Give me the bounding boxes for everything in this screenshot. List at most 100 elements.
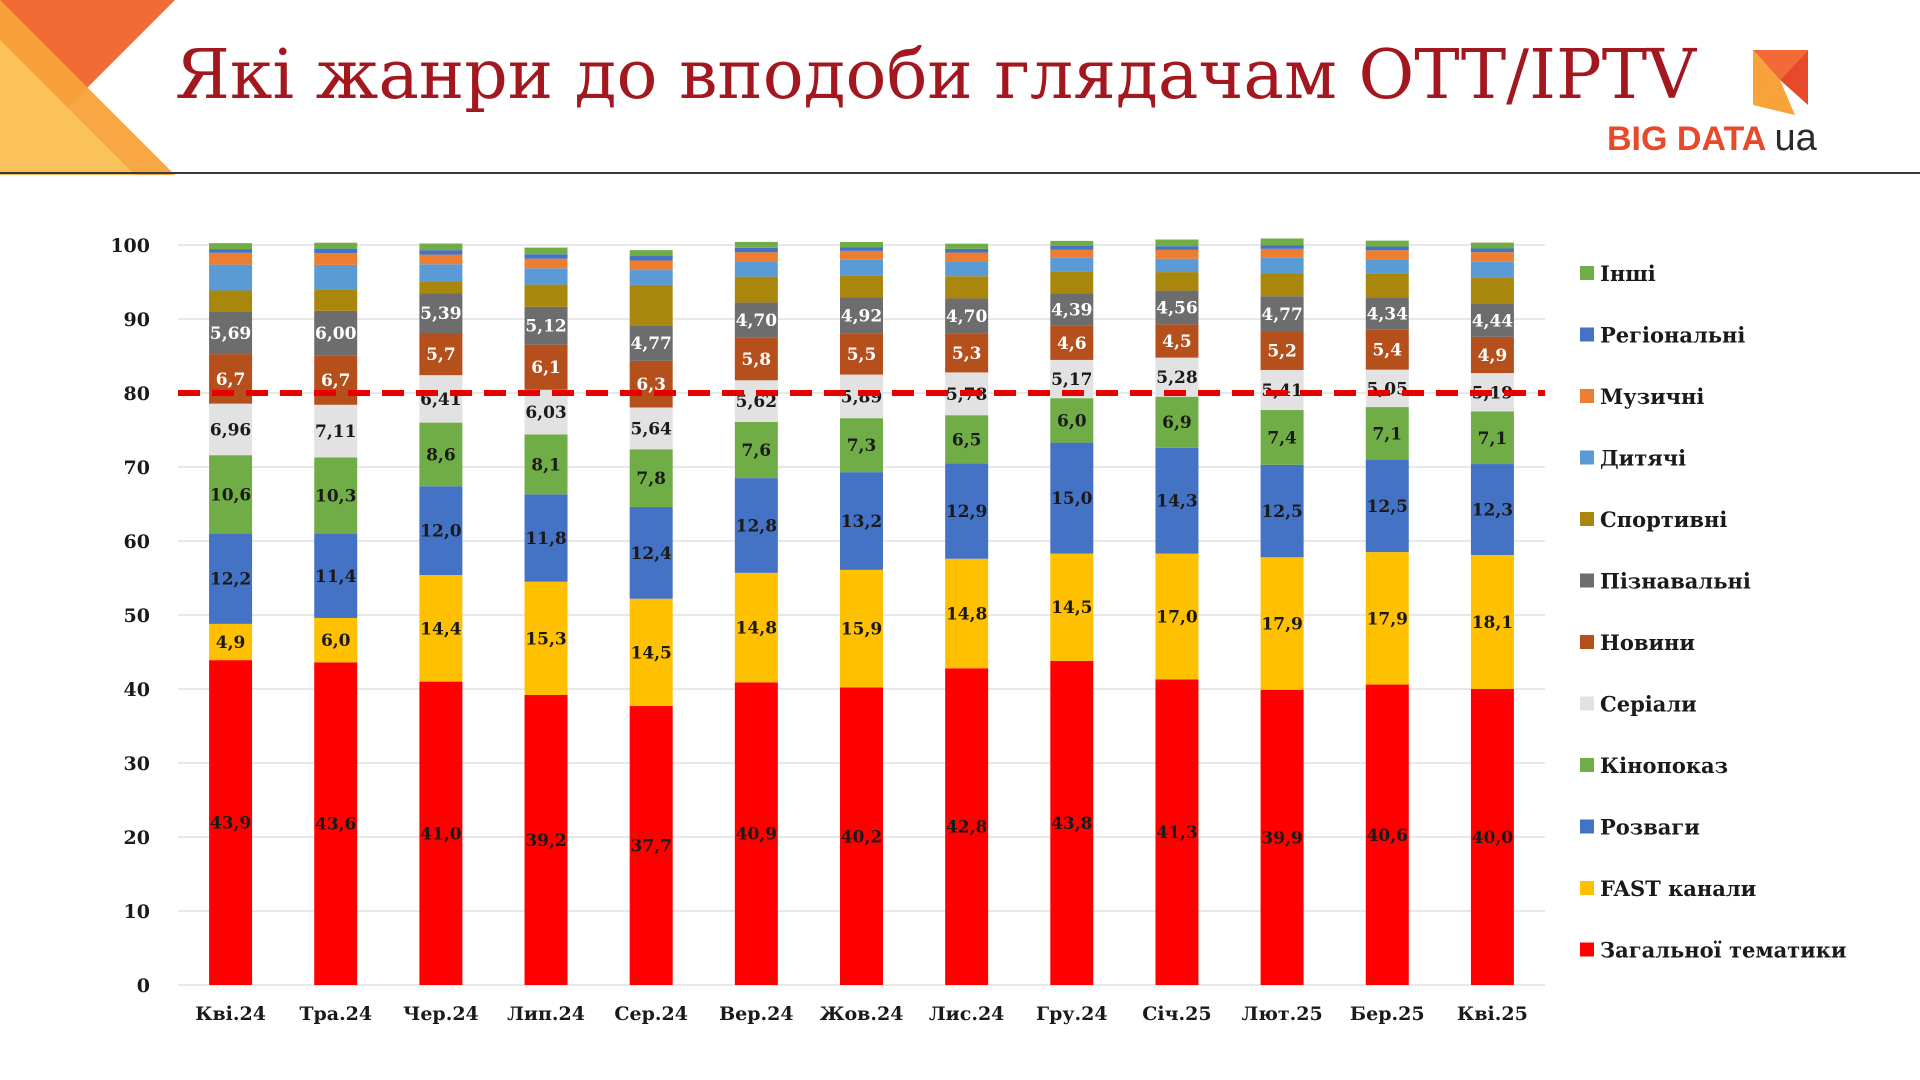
bar-segment [524, 694, 568, 985]
bar-segment [1260, 689, 1304, 985]
data-label: 6,5 [952, 430, 982, 450]
data-label: 7,4 [1267, 428, 1297, 448]
bar-segment [1470, 242, 1514, 249]
bar-segment [1155, 324, 1199, 358]
x-category-label: Сер.24 [614, 1003, 688, 1025]
data-label: 10,6 [210, 485, 251, 505]
bar-segment [419, 264, 463, 282]
bar-segment [629, 360, 673, 408]
bar-segment [419, 422, 463, 487]
x-category-label: Гру.24 [1036, 1003, 1108, 1025]
bar-segment [1155, 679, 1199, 985]
bar-segment [734, 302, 778, 338]
data-label: 43,6 [315, 815, 356, 835]
x-category-label: Лют.25 [1242, 1003, 1323, 1025]
bar-segment [1260, 257, 1304, 275]
data-label: 5,8 [742, 350, 772, 370]
bar-segment [209, 264, 253, 291]
data-label: 12,0 [420, 522, 462, 542]
bar-segment [1155, 258, 1199, 273]
bar-segment [945, 248, 989, 253]
data-label: 40,9 [736, 825, 777, 845]
bar-segment [419, 332, 463, 376]
bar-segment [945, 252, 989, 262]
bar-segment [209, 533, 253, 624]
bar-segment [209, 311, 253, 355]
legend-label: FAST канали [1600, 876, 1756, 901]
y-tick-label: 70 [124, 457, 150, 479]
bar-segment [734, 421, 778, 479]
x-category-label: Тра.24 [299, 1003, 372, 1025]
bar-segment [209, 249, 253, 253]
legend-label: Музичні [1600, 384, 1704, 409]
data-label: 4,5 [1162, 332, 1192, 352]
bar-segment [945, 276, 989, 299]
bar-segment [209, 623, 253, 661]
bar-segment [945, 463, 989, 559]
legend-swatch [1580, 327, 1594, 342]
bar-segment [840, 333, 883, 375]
bar-segment [945, 298, 989, 334]
legend-label: Новини [1600, 630, 1695, 655]
legend: Інші Регіональні Музичні Дитячі Спортивні Піз… [1580, 261, 1847, 963]
x-category-label: Січ.25 [1142, 1003, 1211, 1025]
data-label: 40,2 [841, 827, 882, 847]
data-label: 7,11 [315, 422, 356, 442]
data-label: 6,9 [1162, 413, 1192, 433]
bar-segment [1155, 447, 1199, 554]
data-label: 5,12 [525, 317, 566, 337]
data-label: 8,1 [531, 455, 561, 475]
data-label: 12,5 [1261, 502, 1302, 522]
bar-segment [945, 415, 989, 464]
bar-segment [314, 289, 358, 311]
bar-segment [1470, 464, 1514, 556]
bar-segment [1260, 296, 1304, 332]
y-tick-label: 20 [124, 827, 150, 849]
data-label: 42,8 [946, 818, 987, 838]
data-label: 4,9 [216, 633, 246, 653]
bar-segment [419, 243, 463, 251]
bar-segment [1260, 274, 1304, 297]
bar-segment [629, 449, 673, 507]
data-label: 13,2 [841, 512, 882, 532]
bar-segment [1365, 250, 1409, 260]
data-label: 17,9 [1367, 609, 1408, 629]
data-label: 37,7 [630, 837, 671, 857]
data-label: 5,3 [952, 344, 982, 364]
bar-segment [1155, 246, 1199, 250]
bar-segment [1365, 459, 1409, 553]
data-label: 15,9 [841, 620, 882, 640]
bar-segment [1050, 246, 1094, 250]
data-label: 4,77 [630, 334, 671, 354]
bar-segment [209, 660, 253, 985]
legend-swatch [1580, 450, 1594, 465]
y-tick-label: 90 [124, 309, 150, 331]
bar-segment [840, 472, 883, 570]
header-divider [0, 172, 1920, 174]
data-label: 17,0 [1156, 607, 1198, 627]
bar-segment [1155, 290, 1199, 325]
legend-swatch [1580, 758, 1594, 772]
bar-segment [629, 407, 673, 450]
bar-segment [524, 254, 568, 259]
bar-segment [629, 706, 673, 985]
bar-segment [524, 268, 568, 285]
bar-segment [1260, 557, 1304, 690]
bar-segment [734, 572, 778, 683]
bar-segment [524, 284, 568, 307]
bar-segment [840, 687, 883, 985]
bar-segment [945, 261, 989, 277]
bar-segment [629, 506, 673, 599]
data-label: 12,2 [210, 570, 251, 590]
data-label: 6,0 [321, 631, 351, 651]
bar-segment [1365, 273, 1409, 298]
y-tick-label: 40 [124, 679, 150, 701]
data-label: 5,69 [210, 324, 251, 344]
bar-segment [209, 290, 253, 312]
bar-segment [314, 310, 358, 356]
legend-swatch [1580, 881, 1594, 895]
data-label: 7,8 [636, 469, 666, 489]
bar-segment [1050, 442, 1094, 554]
bar-segment [314, 533, 358, 618]
bar-segment [1365, 369, 1409, 408]
